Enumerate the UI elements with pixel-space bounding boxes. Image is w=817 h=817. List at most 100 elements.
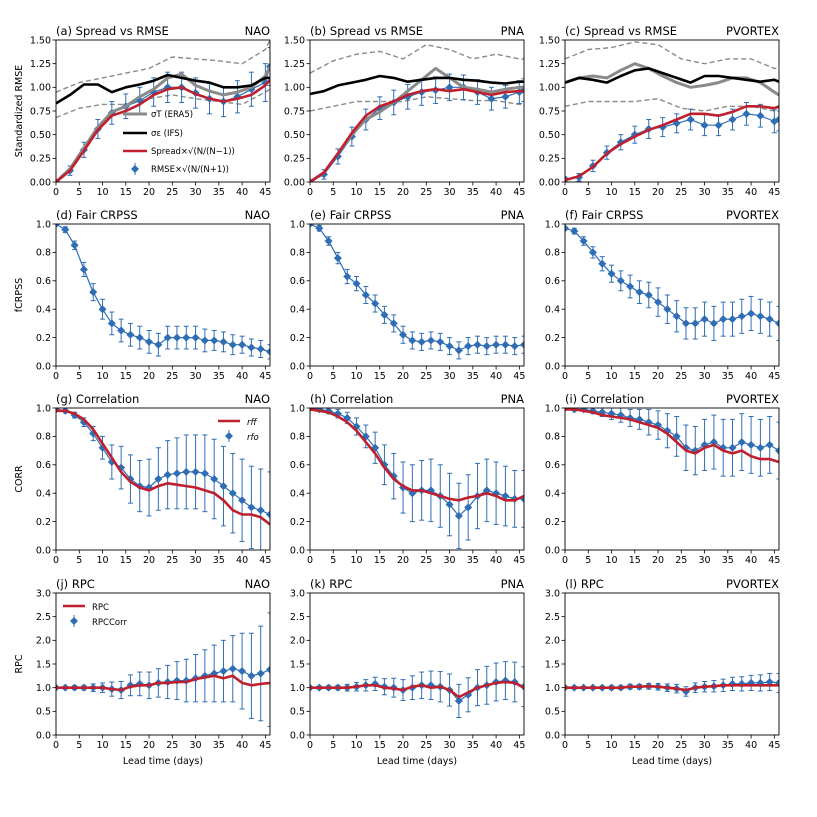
panel-crpss-pvortex: 0 5 10 15 20 25 30 35 40 45 0.0 0.2 0.4 0.6 0.8 1.0 (f) … [545, 208, 781, 382]
band-upper-line [565, 41, 779, 70]
data-point [775, 319, 779, 328]
data-point [126, 330, 135, 339]
data-point [510, 342, 519, 351]
y-tick-label: 0.6 [290, 276, 305, 287]
x-tick-label: 45 [768, 371, 780, 382]
x-tick-label: 40 [745, 555, 757, 566]
y-axis-label: CORR [14, 465, 25, 493]
panel-index-label: PNA [501, 392, 525, 406]
series-line [310, 224, 524, 352]
data-point [352, 279, 361, 288]
data-point [371, 299, 380, 308]
panel-title: (b) Spread vs RMSE [310, 24, 423, 38]
x-tick-label: 0 [562, 740, 568, 751]
data-point [266, 510, 270, 519]
axes-frame [55, 223, 271, 367]
axes-frame [55, 592, 271, 736]
x-tick-label: 10 [350, 740, 362, 751]
x-tick-label: 15 [120, 187, 132, 198]
x-tick-label: 10 [605, 371, 617, 382]
panel-corr-pvortex: 0 5 10 15 20 25 30 35 40 45 0.0 0.2 0.4 0.6 0.8 1.0 (i) … [545, 392, 781, 566]
data-point [616, 276, 625, 285]
series-line [565, 408, 779, 464]
data-point [756, 443, 765, 452]
x-tick-label: 10 [96, 371, 108, 382]
panel-title: (l) RPC [565, 577, 604, 591]
x-tick-label: 5 [330, 555, 336, 566]
plot-area [56, 224, 270, 360]
x-tick-label: 0 [53, 187, 59, 198]
panel-index-label: NAO [245, 392, 270, 406]
y-tick-label: 0.00 [539, 177, 560, 188]
x-tick-label: 10 [96, 555, 108, 566]
x-tick-label: 35 [467, 555, 479, 566]
data-point [172, 469, 181, 478]
data-point [61, 225, 70, 234]
y-tick-label: 0.2 [290, 517, 305, 528]
legend-label: σε (IFS) [151, 129, 183, 139]
data-point [256, 344, 265, 353]
series-line [310, 408, 524, 502]
data-point [182, 467, 191, 476]
y-tick-label: 0.6 [545, 460, 560, 471]
data-point [399, 330, 408, 339]
data-point [135, 333, 144, 342]
data-point [700, 121, 709, 130]
data-point [672, 312, 681, 321]
x-tick-label: 20 [652, 371, 664, 382]
x-tick-label: 5 [330, 371, 336, 382]
series-line [565, 227, 779, 325]
data-point [635, 288, 644, 297]
x-tick-label: 30 [699, 555, 711, 566]
panel-index-label: PNA [501, 208, 525, 222]
x-tick-label: 20 [652, 740, 664, 751]
axes-frame [55, 407, 271, 551]
data-point [775, 115, 779, 124]
panel-index-label: PVORTEX [726, 577, 779, 591]
panel-title: (c) Spread vs RMSE [565, 24, 677, 38]
x-axis-label: Lead time (days) [632, 756, 712, 767]
data-point [219, 337, 228, 346]
x-tick-label: 35 [467, 740, 479, 751]
data-point [89, 288, 98, 297]
x-tick-label: 35 [467, 371, 479, 382]
x-tick-label: 0 [307, 187, 313, 198]
series-line [565, 683, 779, 692]
x-tick-label: 45 [513, 371, 525, 382]
panel-index-label: NAO [245, 577, 270, 591]
y-tick-label: 2.5 [36, 612, 51, 623]
y-tick-label: 1.5 [36, 659, 51, 670]
y-tick-label: 0.6 [36, 460, 51, 471]
band-lower-line [56, 88, 270, 119]
x-tick-label: 20 [397, 740, 409, 751]
y-tick-label: 1.0 [36, 219, 51, 230]
x-tick-label: 45 [259, 187, 271, 198]
data-point [607, 269, 616, 278]
y-tick-label: 0.00 [284, 177, 305, 188]
panel-rpc-pvortex: 0 5 10 15 20 25 30 35 40 45 0.0 0.5 1.0 1.5 2.0 2.5 3.0 (… [545, 577, 781, 767]
y-tick-label: 1.0 [545, 683, 560, 694]
x-tick-label: 10 [96, 740, 108, 751]
y-tick-label: 0.5 [545, 707, 560, 718]
y-tick-label: 1.5 [290, 659, 305, 670]
y-tick-label: 0.8 [545, 432, 560, 443]
x-tick-label: 5 [330, 187, 336, 198]
x-tick-label: 0 [307, 555, 313, 566]
axes-frame [309, 592, 525, 736]
x-tick-label: 5 [585, 555, 591, 566]
x-tick-label: 45 [513, 555, 525, 566]
axes-frame [564, 223, 780, 367]
plot-area [310, 408, 524, 550]
panel-spread-pna: 0 5 10 15 20 25 30 35 40 45 0.00 0.25 0.50 0.75 1.00 1.… [284, 24, 526, 198]
y-tick-label: 0.0 [545, 361, 560, 372]
legend-label: RMSE×√(N/(N+1)) [151, 165, 229, 175]
x-tick-label: 20 [397, 555, 409, 566]
data-point [256, 506, 265, 515]
x-tick-label: 30 [699, 371, 711, 382]
data-point [487, 94, 496, 103]
legend: RPC RPCCorr [63, 603, 127, 628]
data-point [700, 315, 709, 324]
x-tick-label: 20 [652, 187, 664, 198]
data-point [324, 237, 333, 246]
data-point [228, 340, 237, 349]
